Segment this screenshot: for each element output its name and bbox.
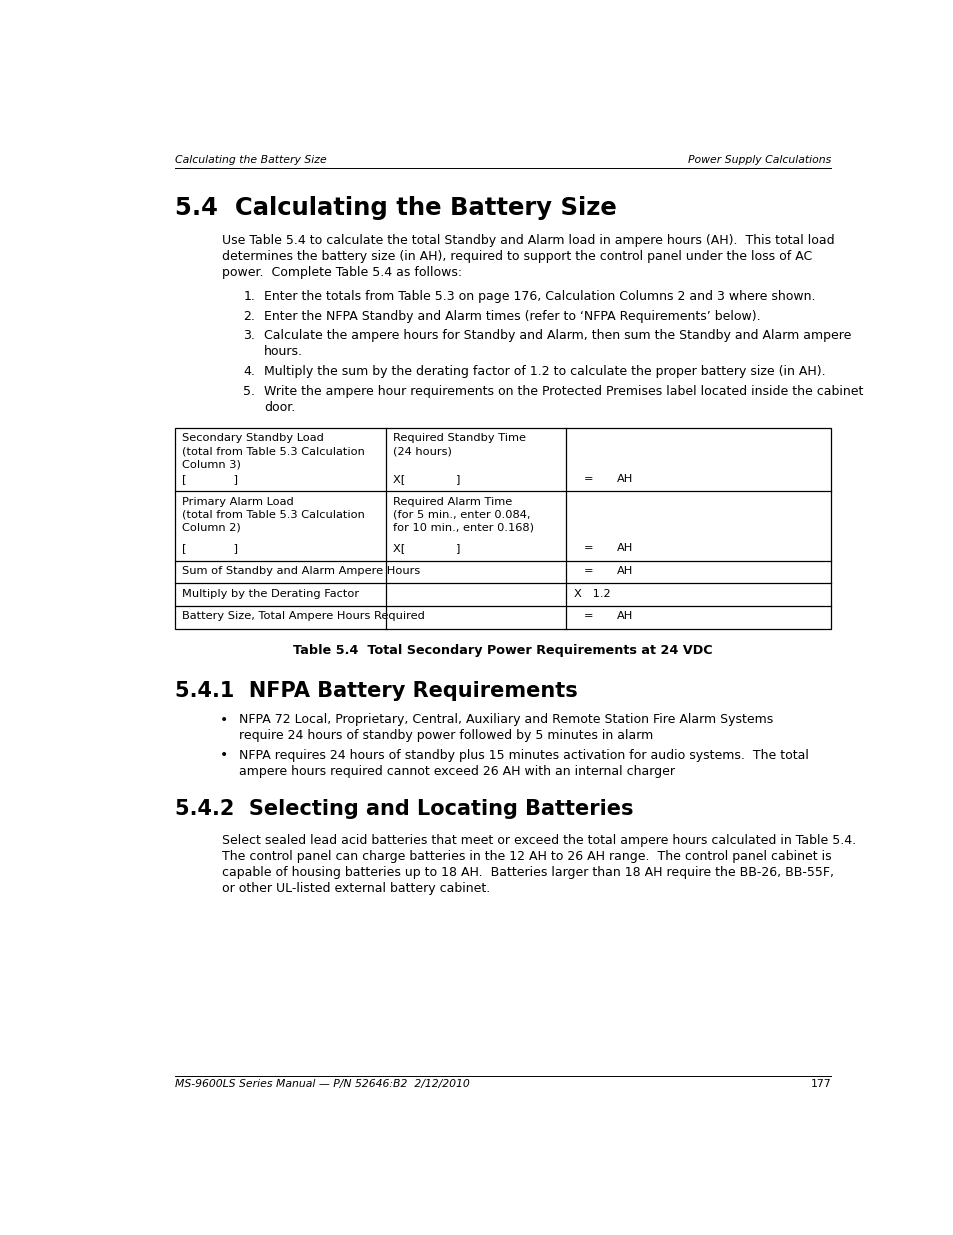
Text: determines the battery size (in AH), required to support the control panel under: determines the battery size (in AH), req… [221,251,811,263]
Text: =: = [583,474,593,484]
Text: NFPA 72 Local, Proprietary, Central, Auxiliary and Remote Station Fire Alarm Sys: NFPA 72 Local, Proprietary, Central, Aux… [238,714,772,726]
Bar [174,429,831,629]
Text: 5.4.2  Selecting and Locating Batteries: 5.4.2 Selecting and Locating Batteries [174,799,633,819]
Text: =: = [583,543,593,553]
Text: Calculate the ampere hours for Standby and Alarm, then sum the Standby and Alarm: Calculate the ampere hours for Standby a… [264,330,851,342]
Text: [             ]: [ ] [182,474,238,484]
Text: Select sealed lead acid batteries that meet or exceed the total ampere hours cal: Select sealed lead acid batteries that m… [221,834,855,847]
Text: The control panel can charge batteries in the 12 AH to 26 AH range.  The control: The control panel can charge batteries i… [221,850,830,863]
Text: (24 hours): (24 hours) [393,447,451,457]
Text: AH: AH [617,611,633,621]
Text: 5.: 5. [243,385,255,398]
Text: X[              ]: X[ ] [393,474,459,484]
Text: •: • [220,713,228,726]
Text: Power Supply Calculations: Power Supply Calculations [687,156,831,165]
Text: AH: AH [617,566,633,576]
Text: 5.4.1  NFPA Battery Requirements: 5.4.1 NFPA Battery Requirements [174,680,578,701]
Text: Multiply by the Derating Factor: Multiply by the Derating Factor [182,589,358,599]
Text: capable of housing batteries up to 18 AH.  Batteries larger than 18 AH require t: capable of housing batteries up to 18 AH… [221,866,833,879]
Text: Sum of Standby and Alarm Ampere Hours: Sum of Standby and Alarm Ampere Hours [182,566,420,576]
Text: AH: AH [617,543,633,553]
Text: Required Standby Time: Required Standby Time [393,433,525,443]
Text: X[              ]: X[ ] [393,543,459,553]
Text: Required Alarm Time: Required Alarm Time [393,496,512,506]
Text: Secondary Standby Load: Secondary Standby Load [182,433,324,443]
Text: 5.4  Calculating the Battery Size: 5.4 Calculating the Battery Size [174,196,617,220]
Text: Write the ampere hour requirements on the Protected Premises label located insid: Write the ampere hour requirements on th… [264,385,862,398]
Text: door.: door. [264,400,295,414]
Text: (total from Table 5.3 Calculation: (total from Table 5.3 Calculation [182,510,364,520]
Text: =: = [583,566,593,576]
Text: Battery Size, Total Ampere Hours Required: Battery Size, Total Ampere Hours Require… [182,611,424,621]
Text: Column 3): Column 3) [182,459,241,469]
Text: NFPA requires 24 hours of standby plus 15 minutes activation for audio systems. : NFPA requires 24 hours of standby plus 1… [238,750,807,762]
Text: 177: 177 [810,1079,831,1089]
Text: Enter the NFPA Standby and Alarm times (refer to ‘NFPA Requirements’ below).: Enter the NFPA Standby and Alarm times (… [264,310,760,322]
Text: Use Table 5.4 to calculate the total Standby and Alarm load in ampere hours (AH): Use Table 5.4 to calculate the total Sta… [221,235,833,247]
Text: 4.: 4. [243,366,254,378]
Text: =: = [583,611,593,621]
Text: require 24 hours of standby power followed by 5 minutes in alarm: require 24 hours of standby power follow… [238,730,652,742]
Text: (for 5 min., enter 0.084,: (for 5 min., enter 0.084, [393,510,530,520]
Text: •: • [220,748,228,762]
Text: ampere hours required cannot exceed 26 AH with an internal charger: ampere hours required cannot exceed 26 A… [238,764,674,778]
Text: [             ]: [ ] [182,543,238,553]
Text: 1.: 1. [243,290,254,303]
Text: Table 5.4  Total Secondary Power Requirements at 24 VDC: Table 5.4 Total Secondary Power Requirem… [294,645,712,657]
Text: power.  Complete Table 5.4 as follows:: power. Complete Table 5.4 as follows: [221,267,461,279]
Text: MS-9600LS Series Manual — P/N 52646:B2  2/12/2010: MS-9600LS Series Manual — P/N 52646:B2 2… [174,1079,469,1089]
Text: Calculating the Battery Size: Calculating the Battery Size [174,156,327,165]
Text: for 10 min., enter 0.168): for 10 min., enter 0.168) [393,522,534,532]
Text: Multiply the sum by the derating factor of 1.2 to calculate the proper battery s: Multiply the sum by the derating factor … [264,366,825,378]
Text: Primary Alarm Load: Primary Alarm Load [182,496,294,506]
Text: Column 2): Column 2) [182,522,240,532]
Text: X   1.2: X 1.2 [574,589,610,599]
Text: AH: AH [617,474,633,484]
Text: Enter the totals from Table 5.3 on page 176, Calculation Columns 2 and 3 where s: Enter the totals from Table 5.3 on page … [264,290,815,303]
Text: or other UL-listed external battery cabinet.: or other UL-listed external battery cabi… [221,882,489,894]
Text: (total from Table 5.3 Calculation: (total from Table 5.3 Calculation [182,447,364,457]
Text: 3.: 3. [243,330,254,342]
Text: hours.: hours. [264,346,303,358]
Text: 2.: 2. [243,310,254,322]
